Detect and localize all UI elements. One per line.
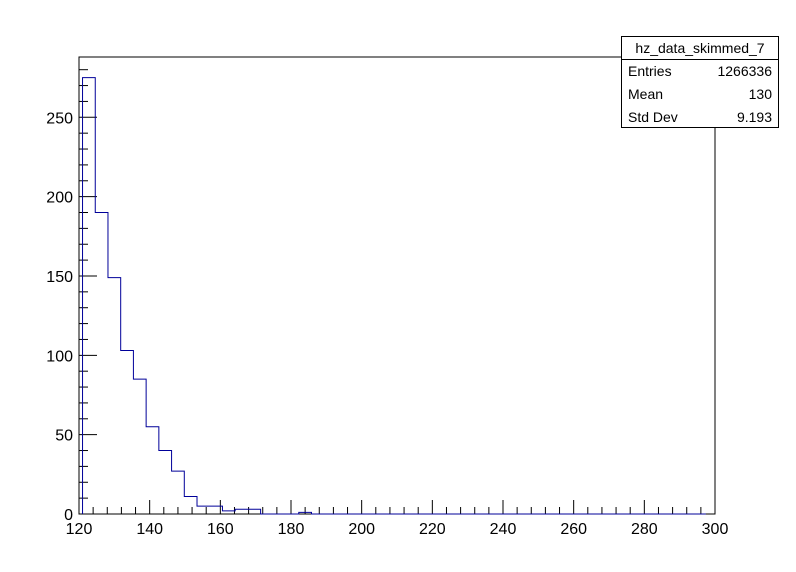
stats-row-stddev: Std Dev 9.193 bbox=[622, 106, 778, 129]
x-tick-label: 280 bbox=[631, 521, 658, 538]
stats-title: hz_data_skimmed_7 bbox=[622, 37, 778, 60]
stats-row-entries: Entries 1266336 bbox=[622, 60, 778, 83]
plot-frame bbox=[78, 56, 716, 515]
y-tick-label: 150 bbox=[46, 269, 73, 286]
x-tick-label: 240 bbox=[490, 521, 517, 538]
mean-label: Mean bbox=[628, 86, 664, 102]
entries-label: Entries bbox=[628, 63, 672, 79]
y-axis: 0 50 100 150 200 250 bbox=[46, 69, 97, 524]
y-tick-label: 200 bbox=[46, 190, 73, 207]
x-tick-label: 180 bbox=[278, 521, 305, 538]
y-tick-label: 250 bbox=[46, 110, 73, 127]
entries-value: 1266336 bbox=[717, 63, 772, 79]
stddev-label: Std Dev bbox=[628, 109, 678, 125]
y-tick-label: 0 bbox=[64, 507, 73, 524]
x-tick-label: 140 bbox=[136, 521, 163, 538]
stddev-value: 9.193 bbox=[736, 109, 772, 125]
x-axis: 120 140 160 180 200 220 240 260 280 300 bbox=[66, 500, 729, 538]
x-tick-label: 120 bbox=[66, 521, 93, 538]
x-tick-label: 220 bbox=[419, 521, 446, 538]
mean-value: 130 bbox=[748, 86, 772, 102]
stats-box: hz_data_skimmed_7 Entries 1266336 Mean 1… bbox=[621, 36, 779, 128]
x-tick-label: 200 bbox=[348, 521, 375, 538]
y-tick-label: 100 bbox=[46, 348, 73, 365]
y-tick-label: 50 bbox=[55, 428, 73, 445]
x-tick-label: 160 bbox=[207, 521, 234, 538]
histogram-line bbox=[82, 77, 706, 515]
x-tick-label: 300 bbox=[702, 521, 729, 538]
stats-row-mean: Mean 130 bbox=[622, 83, 778, 106]
x-tick-label: 260 bbox=[560, 521, 587, 538]
